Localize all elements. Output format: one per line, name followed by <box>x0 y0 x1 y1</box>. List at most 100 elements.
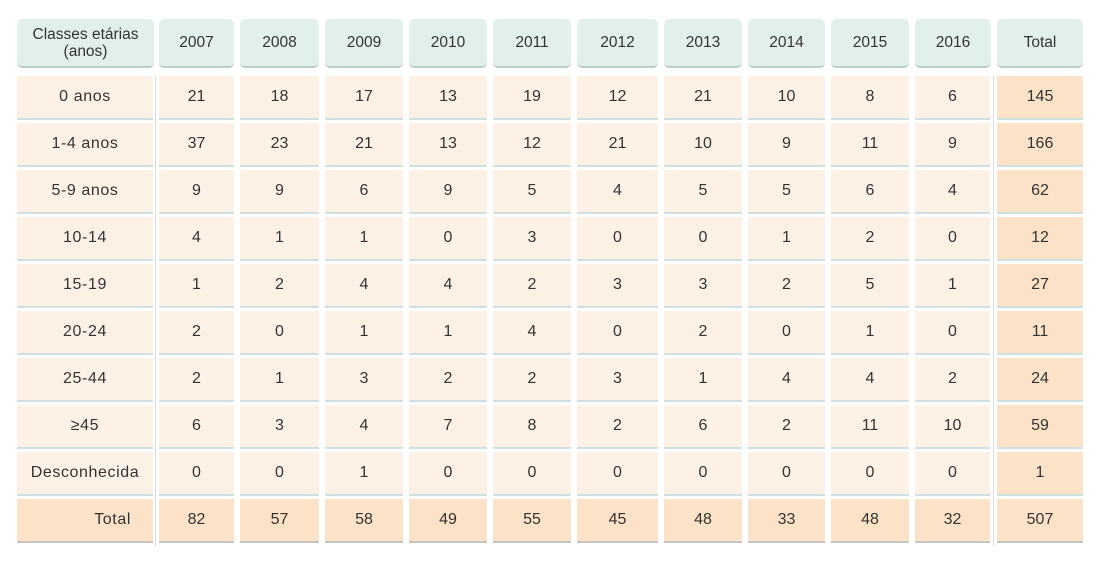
cell-value: 11 <box>831 405 909 449</box>
value-cell: 2 <box>912 358 994 405</box>
value-cell: 0 <box>745 452 828 499</box>
cell-value: 19 <box>493 76 571 120</box>
cell-value: 0 <box>240 311 319 355</box>
value-cell: 8 <box>490 405 574 452</box>
cell-value: 49 <box>409 499 487 543</box>
row-total-value: 1 <box>997 452 1083 496</box>
row-total-value: 11 <box>997 311 1083 355</box>
row-label-cell: 15-19 <box>16 264 156 311</box>
cell-value: 55 <box>493 499 571 543</box>
value-cell: 3 <box>490 217 574 264</box>
cell-value: 4 <box>915 170 990 214</box>
cell-value: 48 <box>664 499 742 543</box>
table-row: 5-9 anos 9 9 6 9 5 4 5 5 6 4 62 <box>16 170 1084 217</box>
value-cell: 4 <box>322 264 406 311</box>
value-cell: 19 <box>490 76 574 123</box>
value-cell: 4 <box>828 358 912 405</box>
cell-value: 18 <box>240 76 319 120</box>
cell-value: 21 <box>325 123 403 167</box>
value-cell: 4 <box>912 170 994 217</box>
value-cell: 23 <box>237 123 322 170</box>
cell-value: 2 <box>915 358 990 402</box>
row-label-cell: Desconhecida <box>16 452 156 499</box>
value-cell: 3 <box>661 264 745 311</box>
value-cell: 13 <box>406 76 490 123</box>
value-cell: 3 <box>574 358 661 405</box>
value-cell: 0 <box>574 217 661 264</box>
value-cell: 2 <box>237 264 322 311</box>
value-cell: 0 <box>828 452 912 499</box>
cell-value: 0 <box>409 217 487 261</box>
value-cell: 4 <box>406 264 490 311</box>
value-cell: 2 <box>574 405 661 452</box>
cell-value: 1 <box>409 311 487 355</box>
table-row: ≥45 6 3 4 7 8 2 6 2 11 10 59 <box>16 405 1084 452</box>
row-label: ≥45 <box>17 405 153 449</box>
row-total-cell: 59 <box>994 405 1084 452</box>
value-cell: 1 <box>237 217 322 264</box>
cell-value: 3 <box>577 358 658 402</box>
value-cell: 1 <box>322 217 406 264</box>
cell-value: 0 <box>664 217 742 261</box>
cell-value: 57 <box>240 499 319 543</box>
row-total-cell: 11 <box>994 311 1084 358</box>
row-label: 0 anos <box>17 76 153 120</box>
table-row: 10-14 4 1 1 0 3 0 0 1 2 0 12 <box>16 217 1084 264</box>
value-cell: 1 <box>912 264 994 311</box>
cell-value: 13 <box>409 76 487 120</box>
cell-value: 0 <box>664 452 742 496</box>
age-class-table: Classes etárias (anos) 2007 2008 2009 2010 2… <box>16 17 1084 546</box>
row-total-value: 27 <box>997 264 1083 308</box>
row-total-value: 62 <box>997 170 1083 214</box>
cell-value: 0 <box>577 217 658 261</box>
value-cell: 6 <box>322 170 406 217</box>
totals-row: Total 82 57 58 49 55 45 48 33 48 32 507 <box>16 499 1084 546</box>
cell-value: 3 <box>240 405 319 449</box>
value-cell: 10 <box>745 76 828 123</box>
value-cell: 3 <box>574 264 661 311</box>
header-year-2008: 2008 <box>237 17 322 68</box>
value-cell: 0 <box>912 217 994 264</box>
cell-value: 2 <box>748 264 825 308</box>
cell-value: 4 <box>325 264 403 308</box>
cell-value: 0 <box>915 452 990 496</box>
header-year-label: 2013 <box>664 19 742 68</box>
cell-value: 1 <box>240 358 319 402</box>
header-year-label: 2014 <box>748 19 825 68</box>
cell-value: 3 <box>577 264 658 308</box>
value-cell: 58 <box>322 499 406 546</box>
value-cell: 4 <box>156 217 237 264</box>
cell-value: 5 <box>664 170 742 214</box>
value-cell: 0 <box>661 217 745 264</box>
value-cell: 4 <box>490 311 574 358</box>
row-total-cell: 145 <box>994 76 1084 123</box>
cell-value: 1 <box>831 311 909 355</box>
header-age-class-label: Classes etárias <box>32 25 139 43</box>
value-cell: 48 <box>661 499 745 546</box>
cell-value: 8 <box>493 405 571 449</box>
cell-value: 5 <box>748 170 825 214</box>
cell-value: 12 <box>577 76 658 120</box>
cell-value: 6 <box>664 405 742 449</box>
header-year-2016: 2016 <box>912 17 994 68</box>
value-cell: 11 <box>828 405 912 452</box>
value-cell: 2 <box>828 217 912 264</box>
value-cell: 13 <box>406 123 490 170</box>
row-total-cell: 27 <box>994 264 1084 311</box>
row-label: 1-4 anos <box>17 123 153 167</box>
value-cell: 6 <box>828 170 912 217</box>
value-cell: 17 <box>322 76 406 123</box>
header-year-2007: 2007 <box>156 17 237 68</box>
row-label: 10-14 <box>17 217 153 261</box>
cell-value: 1 <box>748 217 825 261</box>
row-total-cell: 24 <box>994 358 1084 405</box>
header-year-2009: 2009 <box>322 17 406 68</box>
row-total-cell: 12 <box>994 217 1084 264</box>
row-label: 20-24 <box>17 311 153 355</box>
table-row: 20-24 2 0 1 1 4 0 2 0 1 0 11 <box>16 311 1084 358</box>
value-cell: 0 <box>574 311 661 358</box>
row-total-cell: 1 <box>994 452 1084 499</box>
row-total-value: 24 <box>997 358 1083 402</box>
value-cell: 12 <box>490 123 574 170</box>
value-cell: 0 <box>406 452 490 499</box>
